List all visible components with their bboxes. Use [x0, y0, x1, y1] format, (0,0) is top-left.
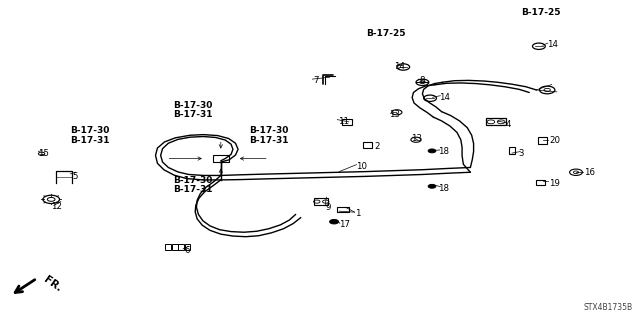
Text: B-17-30: B-17-30 — [70, 126, 110, 135]
Bar — [337, 207, 349, 212]
Text: 18: 18 — [438, 184, 449, 193]
Text: B-17-25: B-17-25 — [366, 29, 406, 38]
Text: B-17-31: B-17-31 — [173, 185, 212, 194]
Text: 14: 14 — [394, 63, 405, 71]
Text: 6: 6 — [184, 246, 190, 255]
Text: B-17-31: B-17-31 — [173, 110, 212, 119]
Text: 1: 1 — [355, 209, 361, 218]
Text: 9: 9 — [325, 203, 330, 212]
Text: B-17-30: B-17-30 — [250, 126, 289, 135]
Bar — [172, 244, 178, 250]
Text: 20: 20 — [549, 137, 560, 145]
Text: B-17-25: B-17-25 — [522, 8, 561, 17]
Text: FR.: FR. — [42, 275, 64, 294]
Text: 10: 10 — [356, 162, 367, 171]
Text: 14: 14 — [439, 93, 450, 102]
Circle shape — [330, 219, 339, 224]
Text: 15: 15 — [38, 149, 49, 158]
Bar — [178, 244, 184, 250]
Bar — [538, 137, 547, 144]
Circle shape — [428, 184, 436, 188]
Text: STX4B1735B: STX4B1735B — [583, 303, 632, 312]
Text: 18: 18 — [438, 147, 449, 156]
Circle shape — [428, 149, 436, 153]
Bar — [486, 118, 506, 125]
Text: 14: 14 — [547, 40, 557, 49]
Bar — [314, 198, 328, 205]
Bar — [212, 155, 229, 162]
Text: 17: 17 — [339, 220, 350, 229]
Text: 2: 2 — [374, 142, 380, 151]
Text: 7: 7 — [314, 76, 319, 85]
Text: 3: 3 — [518, 149, 524, 158]
Text: B-17-31: B-17-31 — [250, 136, 289, 145]
Text: 13: 13 — [411, 134, 422, 143]
Text: 11: 11 — [338, 117, 349, 126]
Bar — [363, 142, 372, 148]
Text: B-17-31: B-17-31 — [70, 136, 110, 145]
Bar — [342, 119, 352, 125]
Text: 16: 16 — [584, 168, 595, 177]
Bar — [509, 147, 515, 154]
Bar — [165, 244, 172, 250]
Text: B-17-30: B-17-30 — [173, 176, 212, 185]
Text: 4: 4 — [506, 120, 511, 129]
Bar — [185, 244, 191, 250]
Text: 13: 13 — [389, 110, 400, 119]
Text: 5: 5 — [72, 172, 78, 181]
Text: 8: 8 — [420, 76, 426, 85]
Text: 12: 12 — [51, 202, 62, 211]
Text: B-17-30: B-17-30 — [173, 101, 212, 110]
Bar — [536, 180, 545, 185]
Text: 19: 19 — [549, 179, 560, 188]
